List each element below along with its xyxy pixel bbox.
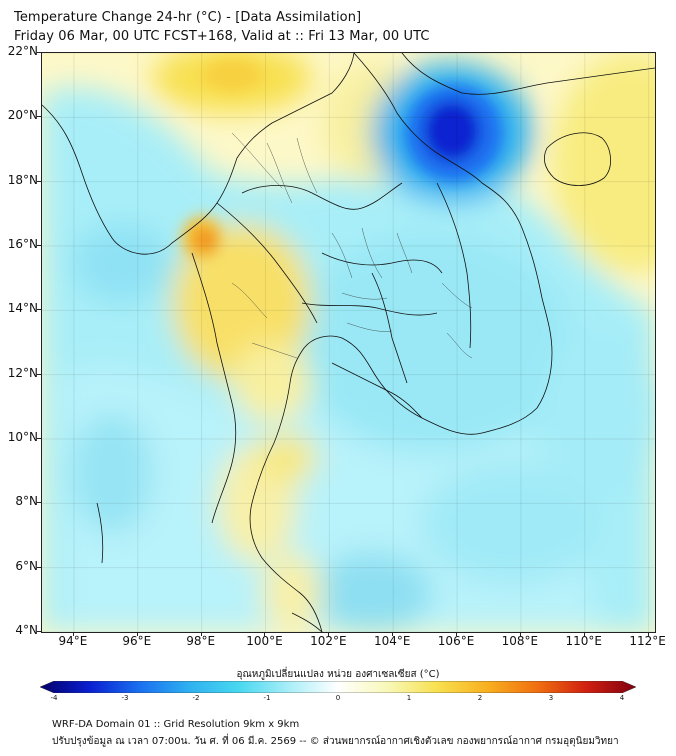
lon-label: 102°E: [310, 634, 347, 648]
lon-tick: [200, 632, 202, 636]
lon-label: 100°E: [246, 634, 283, 648]
colorbar-tick-label: -4: [50, 694, 58, 702]
map-gridlines: [42, 53, 655, 632]
colorbar-tick-label: -1: [263, 694, 271, 702]
lat-label: 16°N: [7, 237, 38, 251]
colorbar-tick-label: 0: [335, 694, 341, 702]
lon-label: 104°E: [373, 634, 411, 648]
lon-tick: [647, 632, 649, 636]
lon-label: 110°E: [565, 634, 603, 648]
colorbar-tick-label: 1: [406, 694, 412, 702]
temperature-field: [42, 53, 655, 632]
lon-label: 106°E: [437, 634, 475, 648]
footer-credit: ปรับปรุงข้อมูล ณ เวลา 07:00น. วัน ศ. ที่…: [52, 736, 619, 747]
lon-tick: [456, 632, 458, 636]
lat-label: 10°N: [7, 430, 38, 444]
colorbar-tick-label: -2: [192, 694, 200, 702]
lat-label: 4°N: [15, 623, 38, 637]
temperature-extremes: [182, 59, 502, 260]
temperature-shading: [42, 53, 655, 632]
lat-label: 12°N: [7, 365, 38, 380]
colorbar-tick-label: 4: [619, 694, 625, 702]
lat-tick: [37, 502, 41, 504]
lon-label: 96°E: [122, 634, 152, 648]
lat-tick: [37, 180, 41, 182]
lon-tick: [328, 632, 330, 636]
lat-tick: [37, 309, 41, 311]
lat-tick: [37, 566, 41, 568]
colorbar-tick-label: -3: [121, 694, 129, 702]
map-subtitle: Friday 06 Mar, 00 UTC FCST+168, Valid at…: [14, 29, 430, 44]
lon-label: 98°E: [186, 634, 216, 648]
lat-tick: [37, 245, 41, 246]
lon-tick: [72, 632, 74, 636]
lon-label: 112°E: [629, 634, 666, 648]
lat-tick: [37, 438, 41, 439]
colorbar-tick-label: 2: [477, 694, 483, 702]
lon-label: 94°E: [58, 634, 88, 648]
lon-tick: [264, 632, 266, 636]
lon-tick: [583, 632, 585, 636]
country-borders: [42, 53, 655, 632]
lat-label: 22°N: [7, 44, 38, 58]
footer-model-info: WRF-DA Domain 01 :: Grid Resolution 9km …: [52, 719, 300, 730]
lon-label: 108°E: [501, 634, 539, 648]
lat-label: 6°N: [15, 558, 38, 573]
lat-label: 18°N: [7, 172, 38, 187]
lat-label: 20°N: [7, 108, 38, 123]
lat-tick: [37, 116, 41, 118]
lon-tick: [519, 632, 521, 636]
province-borders: [231, 132, 473, 359]
temperature-map[interactable]: [41, 52, 656, 633]
map-title: Temperature Change 24-hr (°C) - [Data As…: [14, 10, 362, 25]
colorbar: [40, 681, 636, 693]
colorbar-tick-label: 3: [548, 694, 554, 702]
lon-tick: [136, 632, 138, 636]
lat-tick: [37, 631, 41, 632]
lat-tick: [37, 373, 41, 375]
lat-label: 8°N: [15, 494, 38, 509]
lat-tick: [37, 52, 41, 53]
colorbar-title: อุณหภูมิเปลี่ยนแปลง หน่วย องศาเซลเซียส (…: [236, 669, 440, 680]
lon-tick: [392, 632, 394, 636]
lat-label: 14°N: [7, 301, 38, 316]
